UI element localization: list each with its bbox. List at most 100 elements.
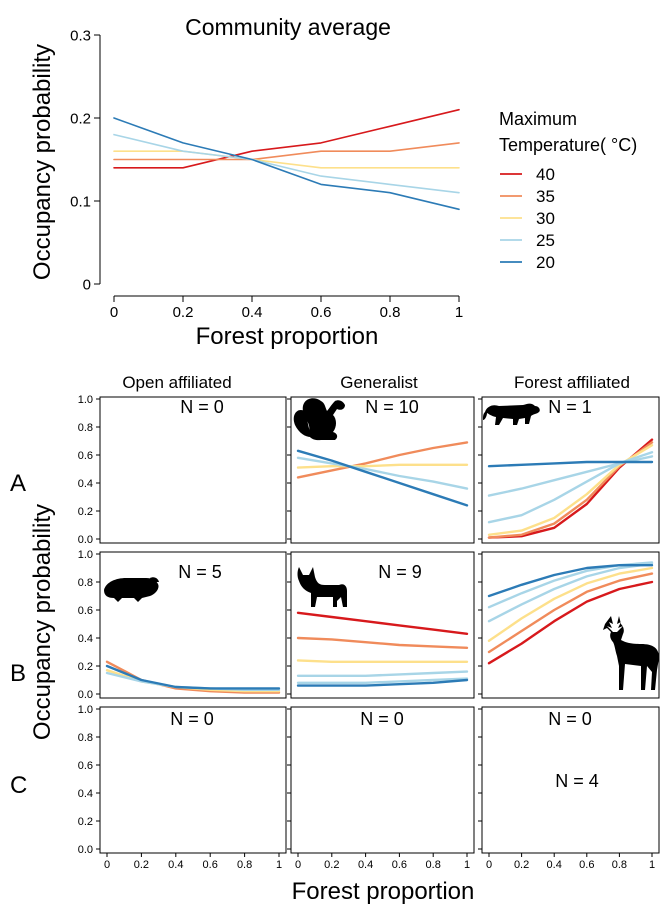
legend-entry-35: 35 — [500, 187, 555, 206]
panel-annotation: N = 1 — [548, 397, 592, 417]
x-tick-label: 0 — [104, 859, 110, 871]
y-tick-label: 0.1 — [70, 193, 91, 210]
x-tick-label: 1 — [464, 859, 470, 871]
y-tick-label: 0.8 — [78, 422, 93, 434]
col-header-forest: Forest affiliated — [514, 373, 630, 392]
x-tick-label: 0.6 — [392, 859, 407, 871]
row-label-c: C — [10, 772, 27, 799]
x-tick-label: 0 — [110, 304, 118, 321]
y-tick-label: 0.2 — [78, 661, 93, 673]
series-line-40 — [296, 611, 469, 635]
x-tick-label: 0.4 — [242, 304, 263, 321]
series-line-35 — [113, 142, 460, 161]
y-tick-label: 0.8 — [78, 732, 93, 744]
row-label-a: A — [10, 470, 26, 497]
y-tick-label: 0.0 — [78, 534, 93, 546]
panel-annotation: N = 5 — [178, 562, 222, 582]
y-tick-label: 0.6 — [78, 450, 93, 462]
x-tick-label: 0.6 — [203, 859, 218, 871]
y-tick-label: 1.0 — [78, 394, 93, 406]
series-line-25 — [296, 456, 469, 490]
y-tick-label: 1.0 — [78, 704, 93, 716]
x-tick-label: 0.6 — [579, 859, 594, 871]
chart-4: 0.0 0.2 0.4 0.6 0.8 1.0 N = 5 — [78, 549, 287, 701]
series-line-20 — [487, 460, 654, 468]
panel-annotation: N = 9 — [378, 562, 422, 582]
cougar-icon — [483, 403, 540, 425]
y-tick-label: 1.0 — [78, 549, 93, 561]
y-tick-label: 0.4 — [78, 788, 93, 800]
x-tick-label: 0 — [486, 859, 492, 871]
grid-xlabel: Forest proportion — [292, 878, 475, 905]
x-tick-label: 0.8 — [237, 859, 252, 871]
series-line-25 — [113, 133, 460, 194]
top-chart-ylabel: Occupancy probability — [29, 44, 56, 280]
x-tick-label: 1 — [649, 859, 655, 871]
grid-ylabel: Occupancy probability — [29, 504, 56, 740]
x-tick-label: 0.8 — [426, 859, 441, 871]
legend-title-line1: Maximum — [499, 109, 577, 129]
chart-9: 0 0.2 0.4 0.6 0.8 1 N = 0 — [478, 706, 660, 871]
chart-6: N = 4 — [478, 551, 660, 791]
panel-annotation: N = 0 — [360, 709, 404, 729]
series-line-30 — [487, 566, 654, 642]
chart-0: 0 0.1 0.2 0.3 0 0.2 0.4 0.6 0.8 1 — [70, 27, 463, 321]
panel-annotation: N = 4 — [555, 771, 599, 791]
col-header-open: Open affiliated — [122, 373, 231, 392]
series-line-35 — [296, 441, 469, 479]
y-tick-label: 0.6 — [78, 605, 93, 617]
series-line-35 — [296, 636, 469, 649]
legend-title-line2: Temperature( °C) — [499, 135, 637, 155]
panel-frame — [290, 551, 475, 699]
x-tick-label: 0.8 — [380, 304, 401, 321]
series-line-20 — [113, 117, 460, 211]
x-tick-label: 0.4 — [547, 859, 562, 871]
series-line-40 — [487, 580, 654, 665]
series-line-20 — [487, 564, 654, 598]
series-line-20 — [296, 678, 469, 687]
x-tick-label: 0.8 — [612, 859, 627, 871]
panel-annotation: N = 0 — [548, 709, 592, 729]
row-label-b: B — [10, 660, 26, 687]
series-line-40 — [113, 108, 460, 169]
legend-entry-40: 40 — [500, 165, 555, 184]
series-line-30 — [113, 150, 460, 169]
panel-frame — [481, 706, 660, 854]
y-tick-label: 0 — [83, 276, 91, 293]
series-line-35 — [487, 572, 654, 654]
y-tick-label: 0.4 — [78, 633, 93, 645]
series-line-30 — [296, 659, 469, 663]
panel-annotation: N = 10 — [365, 397, 419, 417]
legend-entry-25: 25 — [500, 231, 555, 250]
bobcat-icon — [297, 567, 347, 607]
series-line-25b — [296, 677, 469, 684]
legend: Maximum Temperature( °C) 40 35 30 25 20 — [499, 109, 637, 272]
x-tick-label: 1 — [455, 304, 463, 321]
x-tick-label: 0 — [295, 859, 301, 871]
x-tick-label: 0.2 — [514, 859, 529, 871]
legend-entry-30: 30 — [500, 209, 555, 228]
chart-5: N = 9 — [287, 551, 475, 699]
panel-frame — [99, 396, 287, 544]
legend-label: 35 — [536, 187, 555, 206]
y-tick-label: 0.2 — [78, 506, 93, 518]
y-tick-label: 0.0 — [78, 689, 93, 701]
badger-icon — [104, 577, 159, 602]
top-chart-title: Community average — [185, 14, 391, 40]
x-tick-label: 0.2 — [324, 859, 339, 871]
series-line-40 — [487, 438, 654, 539]
y-tick-label: 0.3 — [70, 27, 91, 44]
y-tick-label: 0.0 — [78, 844, 93, 856]
chart-7: 0.0 0.2 0.4 0.6 0.8 1.0 0 0.2 0.4 0.6 0.8 1 N = 0 — [78, 704, 287, 871]
panel-frame — [290, 396, 475, 544]
panel-annotation: N = 0 — [170, 709, 214, 729]
legend-label: 20 — [536, 253, 555, 272]
x-tick-label: 0.2 — [173, 304, 194, 321]
x-tick-label: 0.6 — [311, 304, 332, 321]
col-header-generalist: Generalist — [340, 373, 418, 392]
y-tick-label: 0.8 — [78, 577, 93, 589]
series-line-30 — [296, 463, 469, 469]
deer-icon — [603, 616, 659, 690]
series-line-20 — [105, 664, 281, 690]
